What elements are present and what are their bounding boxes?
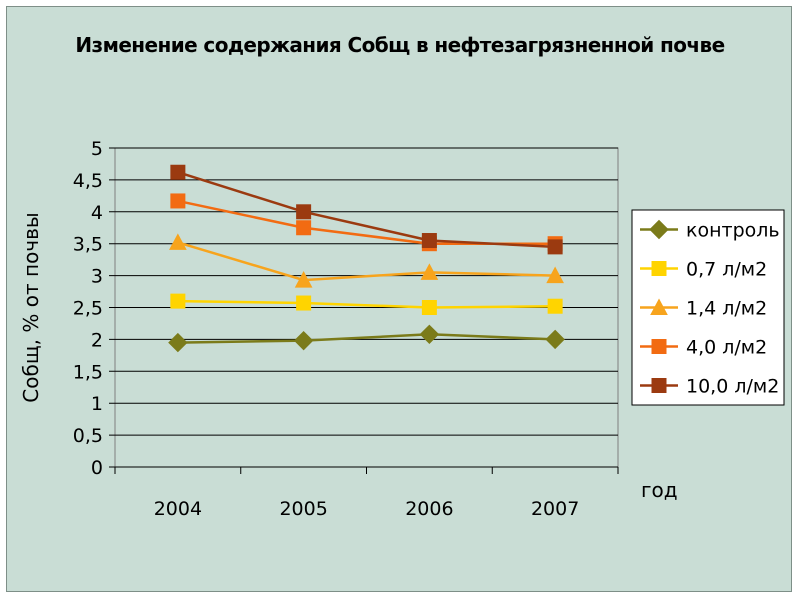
y-axis-title: Собщ, % от почвы [19,212,43,402]
y-tick-label: 4 [91,202,103,224]
y-tick-label: 5 [91,138,103,160]
data-point [170,164,186,180]
legend-label: 0,7 л/м2 [686,259,767,281]
legend-entry: контроль [640,220,780,242]
legend-label: 4,0 л/м2 [686,337,767,359]
data-point [168,332,188,353]
data-point [169,233,187,250]
series-line [177,171,556,249]
x-tick-label: 2004 [154,498,202,520]
data-point [296,220,312,236]
y-tick-label: 0 [91,457,103,479]
legend-marker [650,298,668,315]
data-point [296,295,312,311]
legend-entry: 4,0 л/м2 [640,337,767,359]
data-point [547,239,563,255]
y-tick-label: 4,5 [73,170,103,192]
chart-title: Изменение содержания Собщ в нефтезагрязн… [75,33,724,57]
y-tick-labels: 0 0,5 1 1,5 2 2,5 3 3,5 4 4,5 5 [73,138,103,479]
data-point [545,329,565,350]
data-point [170,193,186,209]
x-tick-label: 2007 [531,498,579,520]
legend-marker [651,339,667,354]
data-point [420,263,439,280]
legend: контроль 0,7 л/м2 1,4 л/м2 4,0 л/м2 10,0 л/м… [631,209,785,406]
x-tick-label: 2005 [279,498,327,520]
x-tick-labels: 2004 2005 2006 2007 [114,467,619,520]
series-line [177,299,556,309]
data-point [170,293,186,309]
legend-marker [649,219,669,240]
series-line [177,333,556,344]
data-point [419,324,440,345]
series-1 [170,293,563,315]
y-tick-label: 2,5 [73,298,103,320]
legend-entry: 1,4 л/м2 [640,298,767,320]
y-tick-label: 1 [91,393,103,415]
series-line [177,241,556,282]
legend-label: 10,0 л/м2 [686,376,779,398]
y-tick-label: 0,5 [73,425,103,447]
data-point [547,298,563,314]
data-point [294,271,313,288]
series-0 [168,324,565,353]
data-point [293,330,314,351]
data-point [421,300,437,315]
y-tick-label: 3 [91,266,103,288]
legend-marker [651,261,667,276]
y-tick-label: 2 [91,329,103,351]
data-point [296,204,312,220]
legend-label: 1,4 л/м2 [686,298,767,320]
y-tick-label: 3,5 [73,234,103,256]
series-group [168,164,565,353]
legend-entry: 0,7 л/м2 [640,259,767,281]
data-point [421,233,437,249]
legend-marker [651,378,667,393]
legend-label: контроль [686,220,780,242]
series-4 [170,164,563,255]
data-point [546,266,564,284]
x-axis-title: год [641,478,678,502]
series-2 [169,233,564,288]
legend-entry: 10,0 л/м2 [640,376,779,398]
y-tick-label: 1,5 [73,361,103,383]
x-tick-label: 2006 [405,498,453,520]
